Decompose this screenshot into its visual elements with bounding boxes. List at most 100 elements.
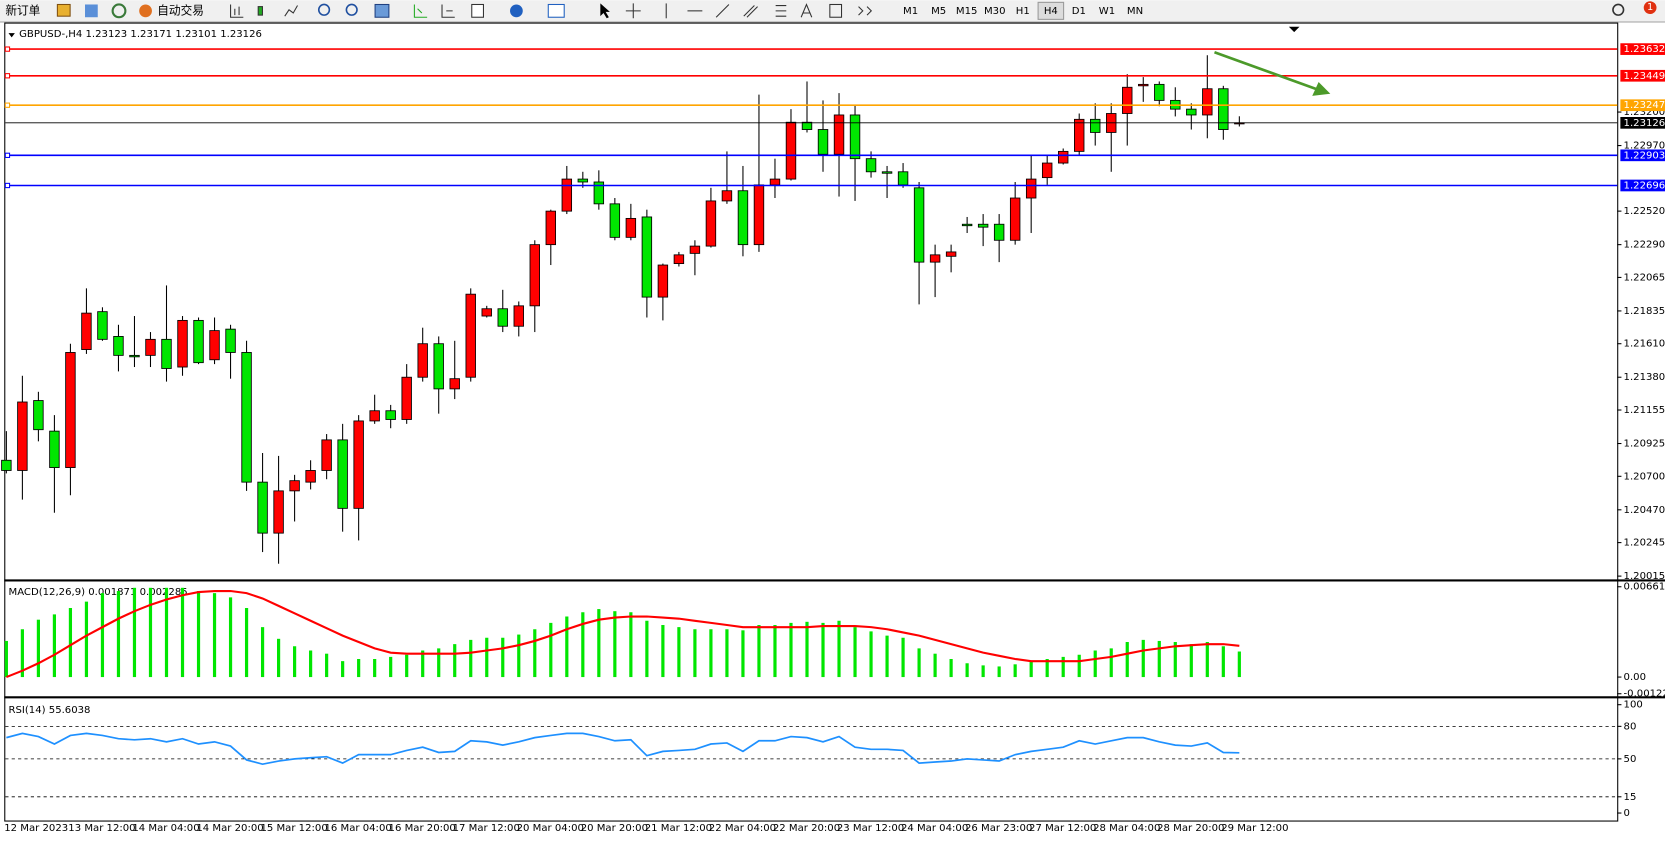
auto-trading-button[interactable]: 自动交易 (157, 3, 204, 17)
indicator-value: 0.001871 (88, 587, 136, 598)
timeframe-button[interactable]: M1 (903, 6, 918, 17)
candle-body (449, 378, 460, 390)
macd-bar (437, 648, 441, 678)
level-label: 1.23247 (1624, 100, 1665, 111)
candle-body (417, 343, 428, 378)
timeframe-button[interactable]: MN (1127, 6, 1143, 17)
x-tick-label: 20 Mar 04:00 (517, 823, 584, 834)
candle-body (65, 352, 76, 468)
timeframe-button[interactable]: H4 (1044, 6, 1058, 17)
toolbar: 新订单 自动交易 M1 M5 M15 M30 H1 H4 D1 W1 MN 1 (0, 0, 1665, 23)
icon-text[interactable] (800, 3, 813, 18)
icon-search[interactable] (1612, 3, 1625, 16)
macd-bar (1013, 664, 1017, 678)
candle-body (849, 114, 861, 160)
level-handle (4, 102, 11, 108)
plot: 1.23200 1.22970 1.22520 1.22290 1.22065 1.218… (1, 29, 1665, 834)
candle-body (529, 244, 540, 307)
macd-bar (757, 625, 761, 678)
icon-market[interactable] (85, 4, 98, 18)
notification-badge[interactable] (1643, 1, 1657, 15)
macd-bar (180, 587, 185, 678)
macd-bar (773, 625, 777, 678)
x-tick-label: 15 Mar 12:00 (260, 823, 327, 834)
macd-bar (469, 639, 473, 678)
icon-line-chart[interactable] (284, 5, 298, 17)
macd-bar (1189, 644, 1193, 678)
candle-body (1122, 86, 1133, 114)
macd-bar (533, 629, 537, 678)
timeframe-button[interactable]: D1 (1072, 6, 1086, 17)
y-tick-label: 1.22065 (1624, 272, 1665, 283)
macd-bar (1029, 661, 1033, 678)
macd-bar (389, 656, 393, 678)
candle-body (305, 470, 316, 483)
x-tick-label: 21 Mar 12:00 (645, 823, 712, 834)
y-tick-label: 15 (1624, 792, 1637, 803)
icon-arrows[interactable] (858, 6, 873, 16)
macd-bar (549, 622, 553, 678)
macd-bar (677, 627, 681, 678)
timeframe-button[interactable]: M5 (931, 6, 946, 17)
icon-folder[interactable] (56, 3, 71, 17)
candle-body (1057, 150, 1069, 164)
icon-indicators[interactable] (471, 3, 484, 18)
icon-zoom-out[interactable] (345, 3, 358, 16)
candle-body (1, 459, 12, 471)
candle-body (1074, 118, 1085, 152)
ohlc-open: 1.23123 (86, 29, 128, 40)
macd-bar (132, 587, 137, 678)
panel: 1.23200 1.22970 1.22520 1.22290 1.22065 1.218… (1, 29, 1665, 834)
icon-tile[interactable] (374, 3, 390, 18)
icon-channel[interactable] (743, 5, 758, 18)
x-tick-label: 26 Mar 23:00 (965, 823, 1032, 834)
icon-periods[interactable] (510, 4, 523, 18)
candle-body (609, 203, 621, 238)
icon-trendline[interactable] (715, 4, 730, 18)
panel-header: MACD(12,26,9) 0.001871 0.002285 (9, 587, 188, 598)
new-order-button[interactable]: 新订单 (5, 3, 40, 17)
level-label-bg (1620, 99, 1665, 112)
icon-templates[interactable] (547, 3, 565, 18)
macd-bar (1237, 651, 1241, 678)
icon-shift[interactable] (441, 4, 455, 18)
timeframe-button[interactable]: M15 (956, 6, 978, 17)
candle-body (545, 210, 557, 246)
macd-bar (405, 654, 409, 678)
candle-body (993, 223, 1005, 241)
macd-bar (917, 648, 921, 678)
icon-cursor[interactable] (600, 3, 610, 19)
icon-bar-chart[interactable] (230, 4, 244, 18)
macd-bar (293, 646, 297, 678)
x-tick-label: 16 Mar 04:00 (324, 823, 391, 834)
icon-candles[interactable] (257, 6, 263, 16)
macd-bar (1205, 642, 1209, 678)
icon-zoom-in[interactable] (317, 3, 331, 16)
icon-label[interactable] (829, 3, 843, 18)
timeframe-button[interactable]: W1 (1099, 6, 1115, 17)
icon-signals[interactable] (111, 3, 127, 19)
icon-crosshair[interactable] (625, 3, 641, 19)
symbol: GBPUSD-,H4 (19, 29, 82, 40)
arrow-head (1312, 82, 1331, 96)
icon-fibo[interactable] (775, 5, 787, 17)
x-tick-label: 13 Mar 12:00 (68, 823, 135, 834)
y-tick-label: 100 (1624, 700, 1643, 711)
level-label-bg (1620, 43, 1665, 55)
panel: 0.006613 0.00 -0.001221 MACD(12,26,9) 0.001… (4, 582, 1665, 700)
macd-bar (661, 625, 665, 678)
candle-body (33, 400, 44, 431)
timeframe-button[interactable]: M30 (984, 6, 1006, 17)
y-tick-label: -0.001221 (1624, 689, 1665, 700)
icon-autoscroll[interactable] (413, 4, 428, 18)
panel-header: GBPUSD-,H4 1.23123 1.23171 1.23101 1.231… (19, 29, 262, 40)
candle-body (481, 308, 492, 317)
candle-body (497, 308, 508, 327)
level-handle (4, 152, 11, 158)
timeframe-button[interactable]: H1 (1016, 6, 1030, 17)
y-tick-label: 1.20700 (1624, 471, 1665, 482)
candle-body (769, 178, 781, 186)
indicator-name: RSI(14) (9, 705, 46, 716)
level-label: 1.22903 (1624, 150, 1665, 161)
macd-bar (741, 630, 745, 678)
